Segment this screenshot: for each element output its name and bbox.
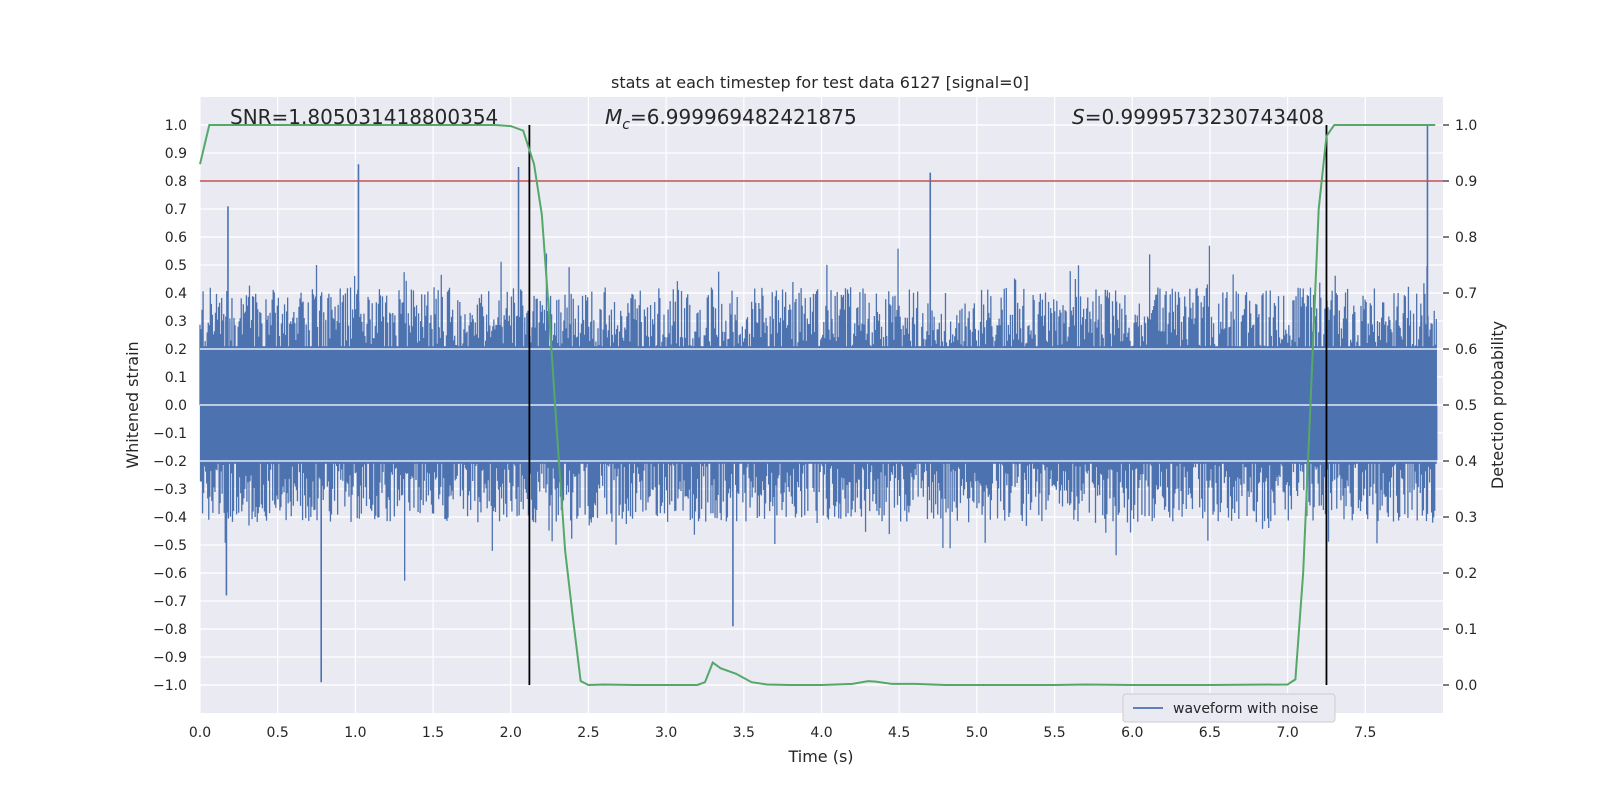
x-tick-label-3: 1.5 (422, 725, 444, 741)
vertical-marker-lines (528, 125, 1328, 685)
x-tick-label-15: 7.5 (1354, 725, 1376, 741)
y2-tick-label-4: 0.6 (1455, 342, 1477, 358)
plot-area (199, 97, 1443, 713)
y2-tick-label-0: 1.0 (1455, 118, 1477, 134)
x-tick-label-5: 2.5 (577, 725, 599, 741)
y2-tick-label-2: 0.8 (1455, 230, 1477, 246)
x-tick-label-13: 6.5 (1199, 725, 1221, 741)
y-tick-label-20: −1.0 (153, 678, 187, 694)
y2-tick-label-10: 0.0 (1455, 678, 1477, 694)
mc-annotation: Mc=6.999969482421875 (605, 105, 857, 133)
legend: waveform with noise (1122, 693, 1336, 723)
y-tick-label-10: 0.0 (165, 398, 187, 414)
x-tick-label-0: 0.0 (189, 725, 211, 741)
x-tick-label-14: 7.0 (1276, 725, 1298, 741)
s-symbol: S (1072, 105, 1085, 129)
y-tick-label-5: 0.5 (165, 258, 187, 274)
y-tick-label-0: 1.0 (165, 118, 187, 134)
probability-series (199, 124, 1436, 687)
x-tick-label-8: 4.0 (810, 725, 832, 741)
legend-label-waveform: waveform with noise (1173, 701, 1318, 717)
y-tick-label-11: −0.1 (153, 426, 187, 442)
y-tick-label-18: −0.8 (153, 622, 187, 638)
y-tick-label-8: 0.2 (165, 342, 187, 358)
s-annotation: S=0.9999573230743408 (1072, 105, 1324, 129)
y2-tick-label-7: 0.3 (1455, 510, 1477, 526)
y-tick-label-14: −0.4 (153, 510, 187, 526)
y-tick-label-13: −0.3 (153, 482, 187, 498)
y2-axis-label: Detection probability (1488, 321, 1507, 489)
x-tick-label-6: 3.0 (655, 725, 677, 741)
y2-tick-label-1: 0.9 (1455, 174, 1477, 190)
x-tick-label-10: 5.0 (966, 725, 988, 741)
x-tick-label-12: 6.0 (1121, 725, 1143, 741)
y-axis-label: Whitened strain (123, 341, 142, 468)
x-tick-label-4: 2.0 (500, 725, 522, 741)
mc-subscript: c (622, 117, 630, 133)
y-tick-label-9: 0.1 (165, 370, 187, 386)
y-tick-label-12: −0.2 (153, 454, 187, 470)
s-value: =0.9999573230743408 (1085, 105, 1324, 129)
y2-tick-label-6: 0.4 (1455, 454, 1477, 470)
y2-tick-label-3: 0.7 (1455, 286, 1477, 302)
y2-tick-label-5: 0.5 (1455, 398, 1477, 414)
x-axis-label: Time (s) (787, 747, 853, 766)
y-tick-label-2: 0.8 (165, 174, 187, 190)
y-tick-label-3: 0.7 (165, 202, 187, 218)
y-tick-label-15: −0.5 (153, 538, 187, 554)
y-tick-label-17: −0.7 (153, 594, 187, 610)
mc-value: =6.999969482421875 (630, 105, 857, 129)
y2-axis-ticks: 1.0 0.9 0.8 0.7 0.6 0.5 0.4 0.3 0.2 0.1 0.0 (1443, 118, 1477, 694)
probability-line (199, 124, 1436, 687)
x-tick-label-1: 0.5 (267, 725, 289, 741)
x-tick-label-11: 5.5 (1043, 725, 1065, 741)
x-tick-label-7: 3.5 (733, 725, 755, 741)
waveform-series (199, 125, 1443, 683)
x-axis-ticks: 0.0 0.5 1.0 1.5 2.0 2.5 3.0 3.5 4.0 4.5 5.0 5.5 6.0 6… (189, 725, 1377, 741)
y-tick-label-6: 0.4 (165, 286, 187, 302)
legend-box (1122, 693, 1336, 723)
y-tick-label-4: 0.6 (165, 230, 187, 246)
chart-title: stats at each timestep for test data 612… (611, 73, 1029, 92)
snr-annotation: SNR=1.805031418800354 (230, 105, 498, 129)
x-tick-label-2: 1.0 (344, 725, 366, 741)
y-axis-ticks: 1.0 0.9 0.8 0.7 0.6 0.5 0.4 0.3 0.2 0.1 0.0 −0.1 −0.… (153, 118, 187, 694)
y-tick-label-19: −0.9 (153, 650, 187, 666)
y-tick-label-16: −0.6 (153, 566, 187, 582)
x-tick-label-9: 4.5 (888, 725, 910, 741)
y2-tick-label-9: 0.1 (1455, 622, 1477, 638)
y-tick-label-1: 0.9 (165, 146, 187, 162)
y2-tick-label-8: 0.2 (1455, 566, 1477, 582)
y-tick-label-7: 0.3 (165, 314, 187, 330)
mc-symbol: M (605, 105, 622, 129)
